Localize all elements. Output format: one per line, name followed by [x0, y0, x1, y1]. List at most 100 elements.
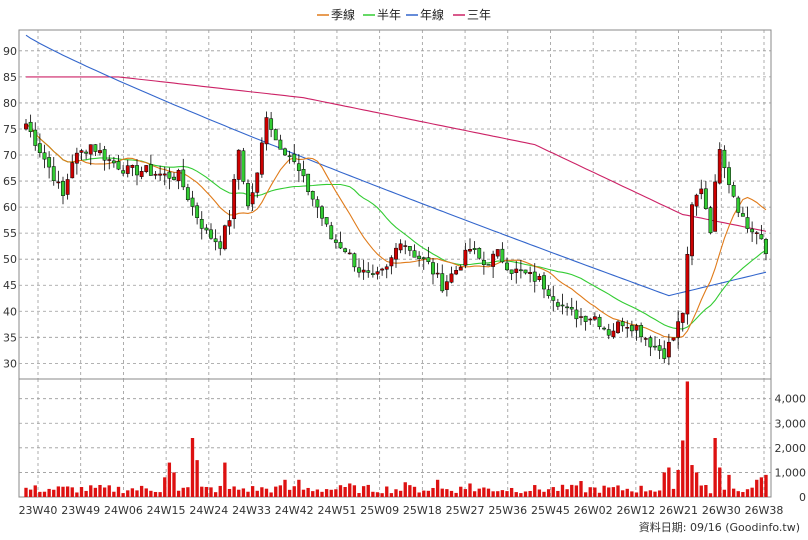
volume-bar [602, 485, 606, 497]
legend: 季線 半年 年線 三年 [317, 7, 491, 22]
candle-down [167, 171, 172, 179]
volume-bar [533, 485, 537, 497]
candle-up [24, 123, 28, 130]
x-tick-label: 26W38 [745, 504, 784, 517]
volume-bar [260, 487, 264, 497]
volume-bar [357, 493, 361, 497]
candle-down [440, 273, 445, 292]
volume-bar [102, 487, 107, 497]
volume-bar [320, 491, 324, 497]
candle-up [458, 267, 463, 271]
candle-down [352, 253, 357, 268]
volume-bar [250, 486, 255, 497]
candle-down [486, 263, 491, 266]
volume-bar [408, 485, 412, 497]
candle-down [343, 248, 348, 253]
volume-bar [107, 485, 111, 497]
candle-down [764, 239, 768, 254]
candle-up [611, 330, 616, 338]
volume-plot-area [18, 378, 772, 498]
candle-down [28, 121, 33, 132]
volume-bar [588, 487, 592, 497]
candle-up [468, 249, 472, 252]
candle-up [444, 281, 449, 290]
candle-down [135, 165, 139, 176]
candle-down [532, 271, 537, 282]
volume-bar [181, 487, 185, 497]
candle-down [51, 166, 56, 181]
x-tick-label: 26W21 [659, 504, 698, 517]
volume-bar [625, 488, 629, 497]
volume-bar [246, 491, 250, 497]
volume-bar [283, 479, 287, 497]
data-date-footer: 資料日期: 09/16 (Goodinfo.tw) [639, 520, 800, 534]
volume-bar [718, 467, 722, 497]
volume-bar [218, 485, 222, 497]
volume-bar [315, 489, 320, 497]
candle-down [283, 148, 287, 156]
candle-up [264, 117, 269, 145]
volume-bar [449, 490, 454, 497]
volume-bar [79, 487, 84, 497]
candle-down [736, 197, 741, 213]
candle-down [565, 306, 570, 309]
candle-up [125, 165, 130, 174]
volume-bar [348, 483, 352, 497]
candle-down [518, 269, 523, 272]
candle-down [505, 262, 509, 271]
volume-bar [65, 486, 70, 497]
volume-bar [676, 469, 680, 497]
candle-down [320, 206, 324, 219]
candle-up [236, 149, 241, 180]
candle-down [333, 239, 338, 243]
volume-bar [551, 487, 555, 497]
x-tick-label: 25W45 [531, 504, 570, 517]
volume-bar [556, 490, 560, 497]
candle-down [426, 257, 431, 262]
volume-bar [422, 490, 426, 497]
candle-up [361, 269, 366, 273]
candle-down [287, 155, 292, 158]
candle-down [310, 191, 315, 200]
legend-label-ma-half-year: 半年 [377, 8, 401, 22]
candle-up [514, 268, 519, 273]
volume-bar [472, 491, 477, 497]
candle-down [181, 169, 186, 188]
volume-tick-label: 4,000 [775, 393, 807, 406]
volume-bar [620, 490, 625, 497]
volume-tick-label: 0 [799, 491, 806, 504]
candle-down [315, 199, 320, 208]
candle-down [301, 168, 306, 177]
candle-up [713, 181, 718, 232]
volume-bar [468, 483, 472, 497]
candle-down [61, 181, 65, 196]
candle-up [74, 152, 79, 164]
candle-up [153, 173, 158, 176]
x-axis: 23W40 23W49 24W06 24W15 24W24 24W33 24W42 24W51… [19, 504, 784, 517]
candle-up [491, 253, 496, 267]
volume-bar [463, 489, 468, 497]
candle-down [218, 241, 223, 249]
candle-up [158, 173, 163, 176]
volume-bar [42, 491, 47, 497]
candle-down [111, 160, 116, 164]
volume-bar [431, 487, 435, 497]
price-tick-label: 70 [3, 149, 17, 162]
volume-bar [204, 486, 209, 497]
volume-bar [361, 486, 366, 497]
candle-down [185, 187, 190, 201]
volume-bar [681, 440, 685, 497]
candle-down [199, 219, 204, 229]
candle-down [750, 228, 755, 233]
volume-bar [338, 485, 343, 497]
volume-bar [593, 487, 597, 497]
volume-bar [750, 487, 754, 497]
price-plot-area [18, 29, 772, 380]
volume-bar [671, 488, 676, 497]
volume-bar [537, 489, 542, 497]
volume-bar [241, 488, 246, 497]
price-tick-label: 40 [3, 305, 17, 318]
candle-down [37, 143, 42, 153]
price-tick-label: 85 [3, 71, 17, 84]
